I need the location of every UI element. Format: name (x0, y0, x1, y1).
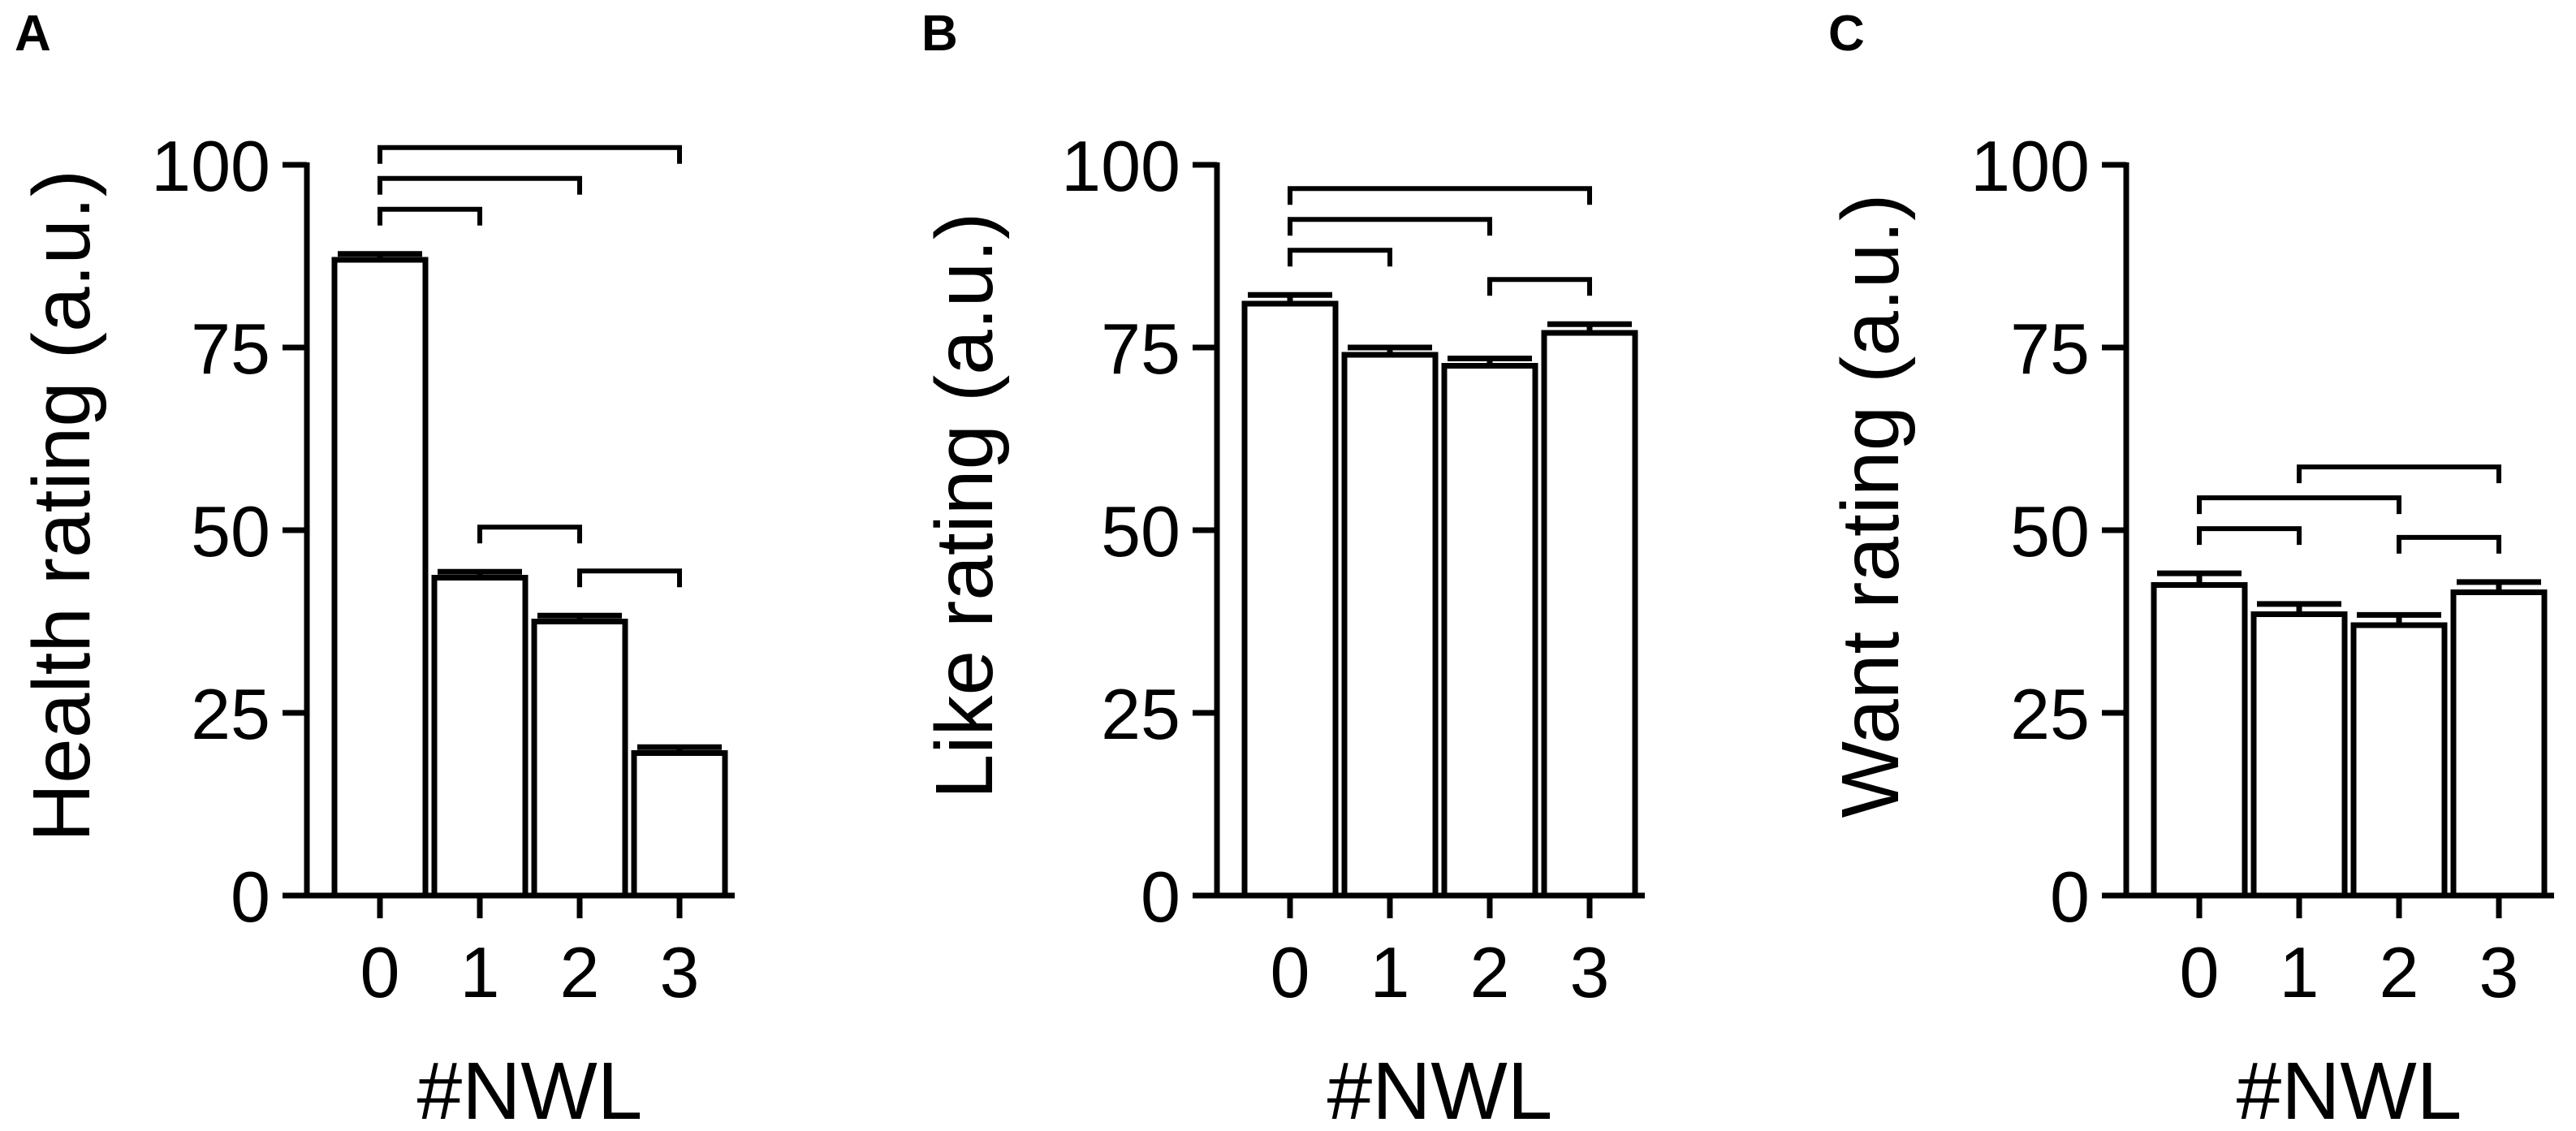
y-axis-title: Health rating (a.u.) (16, 170, 107, 842)
error-bar (1248, 291, 1332, 304)
bar (2250, 611, 2348, 899)
x-tick-label: 1 (2280, 932, 2319, 1012)
error-bar (637, 744, 722, 753)
y-tick-label: 0 (1141, 857, 1180, 937)
y-tick-label: 0 (2050, 857, 2090, 937)
x-tick-label: 1 (460, 932, 500, 1012)
significance-bracket (1288, 217, 1492, 236)
x-tick-label: 3 (660, 932, 700, 1012)
y-tick-label: 75 (2010, 309, 2090, 389)
error-bar (438, 568, 522, 578)
bar (1541, 330, 1638, 899)
y-tick-label: 0 (231, 857, 270, 937)
x-axis-title: #NWL (1327, 1046, 1553, 1131)
bar (1341, 352, 1439, 899)
x-tick-label: 2 (2380, 932, 2419, 1012)
significance-bracket (477, 524, 582, 544)
bar (1241, 300, 1339, 899)
significance-bracket (1288, 186, 1592, 205)
y-axis-title: Like rating (a.u.) (919, 213, 1010, 800)
x-tick-label: 0 (1271, 932, 1310, 1012)
x-tick-label: 3 (2479, 932, 2519, 1012)
bar (2350, 622, 2448, 899)
y-tick-label: 100 (1970, 126, 2090, 206)
y-tick-label: 75 (191, 309, 270, 389)
x-axis-title: #NWL (417, 1046, 643, 1131)
x-axis-title: #NWL (2237, 1046, 2462, 1131)
significance-bracket (2297, 464, 2501, 484)
significance-bracket (2397, 534, 2501, 554)
error-bar (2457, 579, 2541, 593)
significance-bracket (378, 175, 582, 195)
error-bar (2257, 601, 2341, 615)
y-axis-title: Want rating (a.u.) (1825, 194, 1916, 818)
y-tick-label: 50 (2010, 491, 2090, 572)
error-bar (1547, 321, 1632, 333)
bar (631, 750, 728, 899)
y-tick-label: 25 (1101, 674, 1180, 754)
error-bar (2357, 611, 2441, 625)
y-tick-label: 50 (1101, 491, 1180, 572)
bar (1441, 363, 1538, 899)
error-bar (2157, 570, 2242, 585)
significance-bracket (2197, 495, 2401, 515)
x-tick-label: 2 (1470, 932, 1510, 1012)
x-tick-label: 1 (1370, 932, 1410, 1012)
bar (431, 575, 529, 899)
bar (2151, 582, 2248, 899)
error-bar (1348, 344, 1432, 355)
y-tick-label: 25 (191, 674, 270, 754)
x-tick-label: 0 (360, 932, 400, 1012)
x-tick-label: 0 (2180, 932, 2220, 1012)
significance-bracket (1487, 277, 1592, 296)
error-bar (338, 251, 422, 260)
bar (531, 619, 628, 899)
significance-bracket (1288, 248, 1392, 267)
panel-letter: A (15, 6, 51, 62)
x-tick-label: 2 (560, 932, 600, 1012)
error-bar (1448, 356, 1532, 366)
error-bar (537, 612, 622, 622)
significance-bracket (378, 145, 682, 164)
panel-letter: C (1828, 6, 1865, 62)
y-tick-label: 75 (1101, 309, 1180, 389)
y-tick-label: 50 (191, 491, 270, 572)
x-tick-label: 3 (1570, 932, 1610, 1012)
panel-letter: B (921, 6, 958, 62)
y-tick-label: 100 (1061, 126, 1180, 206)
y-tick-label: 25 (2010, 674, 2090, 754)
bar (331, 257, 429, 899)
y-tick-label: 100 (151, 126, 270, 206)
significance-bracket (378, 206, 482, 226)
significance-bracket (577, 568, 682, 588)
significance-bracket (2197, 526, 2302, 546)
bar (2450, 589, 2548, 899)
